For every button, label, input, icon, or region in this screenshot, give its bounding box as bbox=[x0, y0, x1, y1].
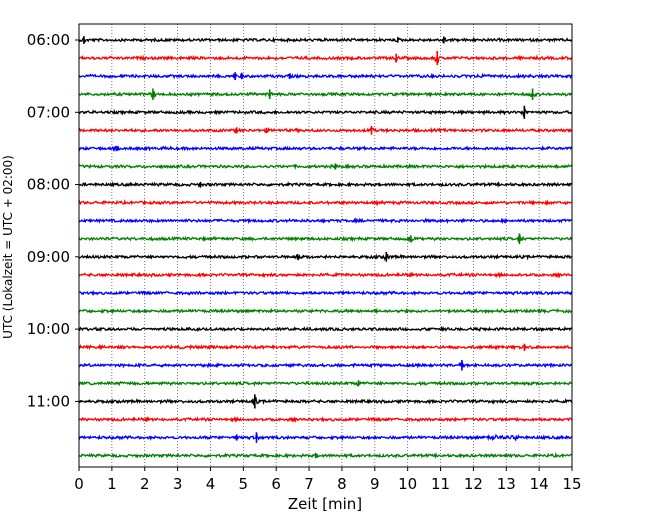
x-tick-label: 15 bbox=[562, 475, 581, 493]
y-tick-label: 08:00 bbox=[27, 176, 70, 194]
x-tick-label: 13 bbox=[497, 475, 516, 493]
trace-0900 bbox=[78, 253, 573, 261]
x-tick-label: 7 bbox=[304, 475, 314, 493]
x-tick-label: 3 bbox=[173, 475, 183, 493]
trace-1145 bbox=[78, 451, 573, 460]
y-tick-label: 10:00 bbox=[27, 320, 70, 338]
trace-0745 bbox=[78, 162, 573, 171]
trace-0800 bbox=[78, 181, 573, 189]
trace-1015 bbox=[78, 343, 573, 352]
trace-1100 bbox=[78, 397, 573, 407]
y-axis-title: UTC (Lokalzeit = UTC + 02:00) bbox=[1, 155, 15, 339]
gridlines bbox=[111, 24, 540, 467]
y-tick-label: 09:00 bbox=[27, 248, 70, 266]
trace-0830 bbox=[78, 217, 573, 225]
trace-0845 bbox=[78, 234, 573, 244]
x-tick-label: 8 bbox=[337, 475, 347, 493]
y-tick-label: 06:00 bbox=[27, 31, 70, 49]
x-tick-label: 4 bbox=[206, 475, 216, 493]
x-tick-label: 9 bbox=[370, 475, 380, 493]
trace-1115 bbox=[78, 416, 573, 424]
trace-0915 bbox=[78, 271, 573, 279]
trace-1130 bbox=[78, 433, 573, 442]
trace-0645 bbox=[78, 90, 573, 101]
y-axis: 06:00 07:00 08:00 09:00 10:00 11:00 bbox=[27, 31, 79, 410]
x-tick-label: 6 bbox=[271, 475, 281, 493]
x-tick-label: 0 bbox=[74, 475, 84, 493]
seismogram-traces bbox=[78, 36, 573, 460]
trace-0630 bbox=[78, 72, 573, 80]
trace-0945 bbox=[78, 307, 573, 315]
plot-frame bbox=[78, 23, 573, 468]
trace-0615 bbox=[78, 54, 573, 64]
y-tick-label: 07:00 bbox=[27, 103, 70, 121]
trace-1030 bbox=[78, 361, 573, 369]
x-axis-title: Zeit [min] bbox=[288, 495, 362, 513]
x-tick-label: 12 bbox=[464, 475, 483, 493]
trace-1045 bbox=[78, 380, 573, 387]
trace-1000 bbox=[78, 325, 573, 333]
trace-0730 bbox=[78, 145, 573, 153]
trace-0700 bbox=[78, 106, 573, 118]
trace-0930 bbox=[78, 289, 573, 297]
y-tick-label: 11:00 bbox=[27, 392, 70, 410]
x-tick-label: 14 bbox=[530, 475, 549, 493]
trace-0600 bbox=[78, 36, 573, 44]
x-tick-label: 1 bbox=[107, 475, 117, 493]
x-tick-label: 10 bbox=[398, 475, 417, 493]
x-tick-label: 2 bbox=[140, 475, 150, 493]
x-axis: 0 1 2 3 4 5 6 7 8 9 10 11 12 13 14 15 bbox=[74, 467, 582, 493]
trace-0715 bbox=[78, 126, 573, 135]
trace-0815 bbox=[78, 198, 573, 206]
x-tick-label: 5 bbox=[239, 475, 249, 493]
x-tick-label: 11 bbox=[431, 475, 450, 493]
